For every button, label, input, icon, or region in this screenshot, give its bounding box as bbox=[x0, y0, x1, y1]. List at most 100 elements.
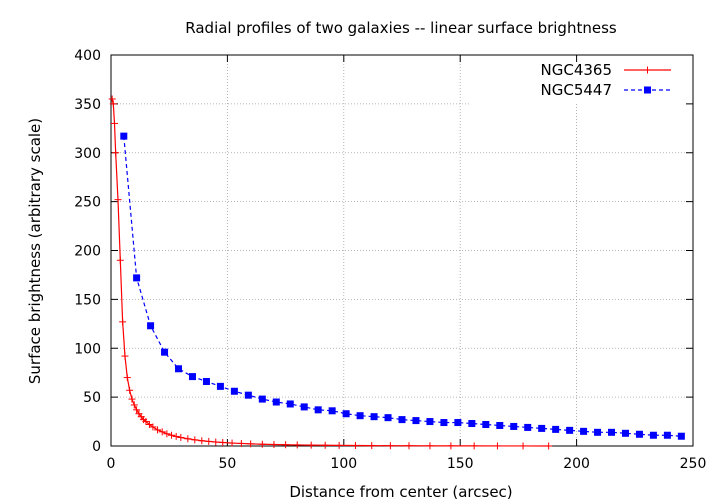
ngc4365-point-20 bbox=[158, 428, 166, 436]
ngc4365-point-42 bbox=[368, 442, 376, 450]
ngc4365-point-33 bbox=[247, 440, 255, 448]
ngc4365-point-19 bbox=[154, 426, 162, 434]
ngc4365-point-27 bbox=[198, 437, 206, 445]
ngc5447-point-30 bbox=[538, 424, 546, 432]
legend-label-1: NGC4365 bbox=[541, 61, 613, 79]
ngc5447-point-33 bbox=[580, 427, 588, 435]
legend: NGC4365 NGC5447 bbox=[541, 61, 671, 99]
ngc5447-point-19 bbox=[384, 414, 392, 422]
y-tick-label: 350 bbox=[74, 97, 101, 113]
ngc4365-point-32 bbox=[237, 439, 245, 447]
ngc5447-point-9 bbox=[244, 391, 252, 399]
x-tick-label: 0 bbox=[107, 456, 116, 472]
ngc5447-point-18 bbox=[370, 413, 378, 421]
legend-entry-1: NGC4365 bbox=[541, 61, 671, 79]
ngc4365-point-39 bbox=[321, 441, 329, 449]
ngc4365-point-45 bbox=[426, 442, 434, 450]
ngc5447-point-15 bbox=[328, 407, 336, 415]
ngc5447-point-40 bbox=[677, 432, 685, 440]
ngc4365-point-44 bbox=[405, 442, 413, 450]
legend-sample-2 bbox=[624, 86, 671, 94]
ngc4365-point-12 bbox=[133, 406, 141, 414]
x-tick-label: 100 bbox=[330, 456, 357, 472]
ngc4365-point-16 bbox=[142, 418, 150, 426]
ngc4365-point-2 bbox=[110, 119, 118, 127]
ngc4365-point-50 bbox=[545, 442, 553, 450]
ngc4365-point-10 bbox=[128, 395, 136, 403]
ngc4365-point-43 bbox=[386, 442, 394, 450]
ngc5447-point-7 bbox=[216, 382, 224, 390]
ngc4365-point-6 bbox=[119, 318, 127, 326]
ngc5447-point-8 bbox=[230, 387, 238, 395]
ngc5447-point-11 bbox=[272, 398, 280, 406]
ngc4365-point-8 bbox=[123, 374, 131, 382]
ngc4365-point-7 bbox=[121, 352, 129, 360]
ngc5447-point-27 bbox=[496, 421, 504, 429]
x-axis-title: Distance from center (arcsec) bbox=[289, 483, 512, 501]
ngc4365-point-48 bbox=[493, 442, 501, 450]
ngc5447-point-16 bbox=[342, 410, 350, 418]
series-ngc4365 bbox=[108, 95, 553, 450]
ngc5447-point-26 bbox=[482, 420, 490, 428]
ngc5447-point-25 bbox=[468, 420, 476, 428]
ngc5447-point-3 bbox=[161, 348, 169, 356]
ngc5447-point-39 bbox=[663, 431, 671, 439]
y-tick-label: 400 bbox=[74, 48, 101, 64]
y-tick-label: 100 bbox=[74, 341, 101, 357]
ngc4365-point-36 bbox=[282, 441, 290, 449]
ngc5447-point-legend bbox=[644, 86, 651, 94]
ngc5447-point-21 bbox=[412, 417, 420, 425]
ngc5447-point-1 bbox=[133, 274, 141, 282]
ngc4365-point-5 bbox=[116, 256, 124, 264]
ngc5447-point-24 bbox=[454, 419, 462, 427]
ngc5447-point-23 bbox=[440, 419, 448, 427]
ngc5447-point-38 bbox=[649, 431, 657, 439]
ngc4365-point-40 bbox=[335, 441, 343, 449]
ngc5447-point-22 bbox=[426, 418, 434, 426]
x-tick-label: 150 bbox=[447, 456, 474, 472]
ngc5447-point-10 bbox=[258, 395, 266, 403]
series-ngc5447 bbox=[120, 132, 685, 440]
series-layer bbox=[108, 95, 685, 450]
ngc5447-point-20 bbox=[398, 416, 406, 424]
ngc4365-point-47 bbox=[470, 442, 478, 450]
y-tick-label: 50 bbox=[83, 390, 101, 406]
legend-sample-1 bbox=[624, 66, 671, 74]
ngc4365-point-24 bbox=[177, 433, 185, 441]
y-tick-label: 200 bbox=[74, 244, 101, 260]
ngc4365-point-4 bbox=[114, 196, 122, 204]
ngc4365-point-9 bbox=[126, 386, 134, 394]
ngc5447-point-35 bbox=[608, 428, 616, 436]
ngc5447-point-13 bbox=[300, 403, 308, 411]
ngc5447-point-37 bbox=[635, 430, 643, 438]
grid bbox=[111, 55, 693, 446]
x-tick-label: 200 bbox=[563, 456, 590, 472]
ngc5447-point-28 bbox=[510, 422, 518, 430]
ngc4365-point-37 bbox=[293, 441, 301, 449]
ngc5447-point-2 bbox=[147, 322, 155, 330]
y-tick-label: 250 bbox=[74, 195, 101, 211]
ngc4365-point-25 bbox=[184, 435, 192, 443]
x-tick-label: 250 bbox=[680, 456, 707, 472]
ngc4365-point-31 bbox=[228, 439, 236, 447]
legend-label-2: NGC5447 bbox=[541, 81, 613, 99]
legend-entry-2: NGC5447 bbox=[541, 81, 671, 99]
ngc4365-point-49 bbox=[519, 442, 527, 450]
y-tick-label: 0 bbox=[92, 439, 101, 455]
chart-title: Radial profiles of two galaxies -- linea… bbox=[185, 19, 617, 37]
ngc5447-point-14 bbox=[314, 406, 322, 414]
y-tick-label: 300 bbox=[74, 146, 101, 162]
ngc5447-point-5 bbox=[188, 373, 196, 381]
ngc4365-point-38 bbox=[307, 441, 315, 449]
ngc4365-point-22 bbox=[168, 431, 176, 439]
ngc5447-point-6 bbox=[202, 377, 210, 385]
ngc4365-point-0 bbox=[108, 95, 116, 103]
ngc4365-point-35 bbox=[270, 441, 278, 449]
ngc5447-point-0 bbox=[120, 132, 128, 140]
y-tick-label: 150 bbox=[74, 292, 101, 308]
ngc4365-point-29 bbox=[212, 438, 220, 446]
ngc4365-point-21 bbox=[163, 430, 171, 438]
ngc4365-point-23 bbox=[172, 432, 180, 440]
